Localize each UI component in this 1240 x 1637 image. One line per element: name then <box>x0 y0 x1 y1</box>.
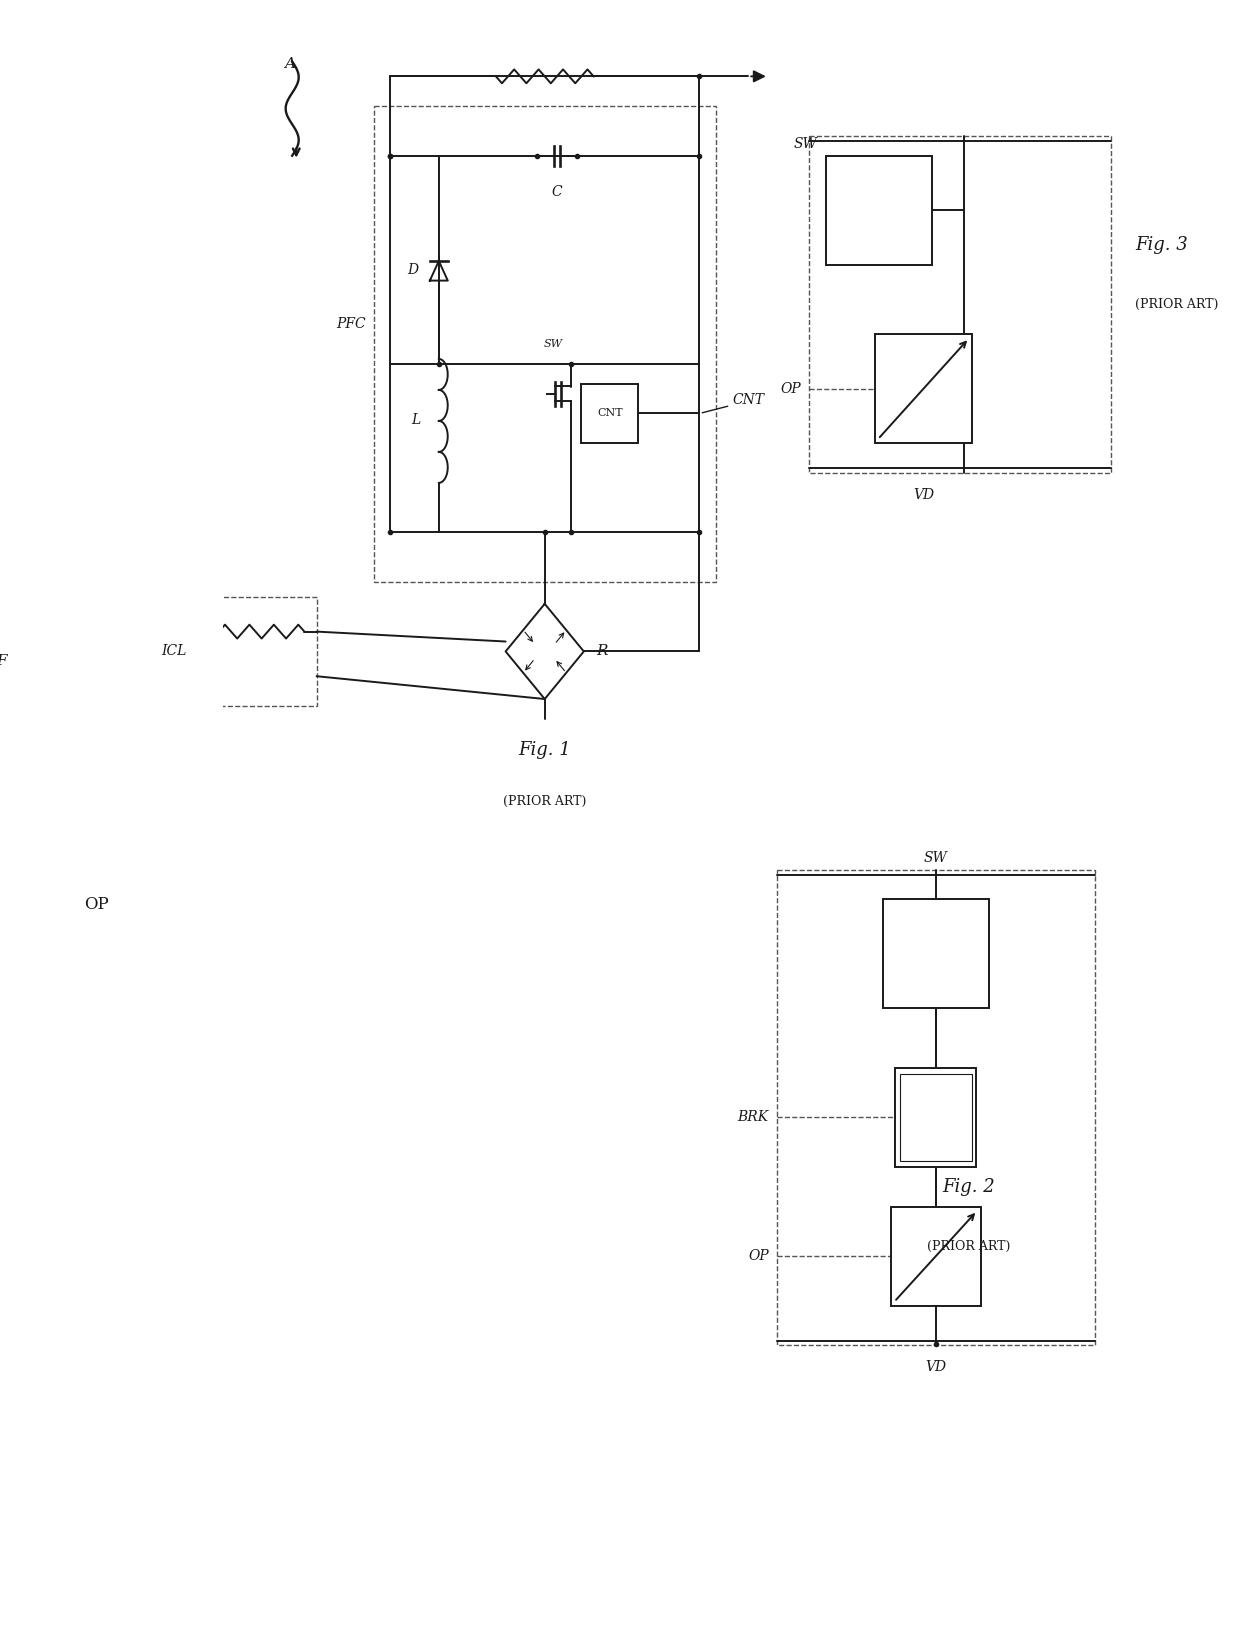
Bar <box>826 156 931 265</box>
Text: C: C <box>552 185 562 200</box>
Text: D: D <box>407 262 418 277</box>
Bar <box>890 1206 981 1306</box>
Text: (PRIOR ART): (PRIOR ART) <box>1136 298 1219 311</box>
Text: OP: OP <box>780 381 801 396</box>
Bar <box>895 1067 976 1167</box>
Text: ICL: ICL <box>161 645 186 658</box>
Bar <box>900 1074 972 1161</box>
Bar <box>777 869 1095 1346</box>
Text: F: F <box>0 655 7 668</box>
Text: CNT: CNT <box>732 393 764 406</box>
Text: (PRIOR ART): (PRIOR ART) <box>926 1239 1011 1252</box>
Text: L: L <box>412 414 420 427</box>
Bar <box>15 517 179 805</box>
Text: CNT: CNT <box>598 409 622 419</box>
Text: SW: SW <box>794 138 817 151</box>
Bar <box>195 598 316 706</box>
Bar <box>582 383 639 444</box>
Text: VD: VD <box>913 488 934 503</box>
Text: BRK: BRK <box>738 1110 769 1125</box>
Bar <box>883 899 988 1008</box>
Text: SW: SW <box>924 851 947 864</box>
Text: Fig. 1: Fig. 1 <box>518 740 572 758</box>
Text: SW: SW <box>543 339 563 349</box>
Text: (PRIOR ART): (PRIOR ART) <box>503 796 587 809</box>
Text: VD: VD <box>925 1360 946 1375</box>
Text: Fig. 2: Fig. 2 <box>942 1179 994 1197</box>
Text: OP: OP <box>84 895 109 913</box>
Bar <box>810 136 1111 473</box>
Text: A: A <box>284 57 295 70</box>
Text: PFC: PFC <box>336 318 366 331</box>
Bar <box>874 334 972 444</box>
Bar <box>373 106 715 583</box>
Text: OP: OP <box>748 1249 769 1264</box>
Bar <box>31 845 162 964</box>
Text: Fig. 3: Fig. 3 <box>1136 236 1188 254</box>
Text: R: R <box>596 645 608 658</box>
